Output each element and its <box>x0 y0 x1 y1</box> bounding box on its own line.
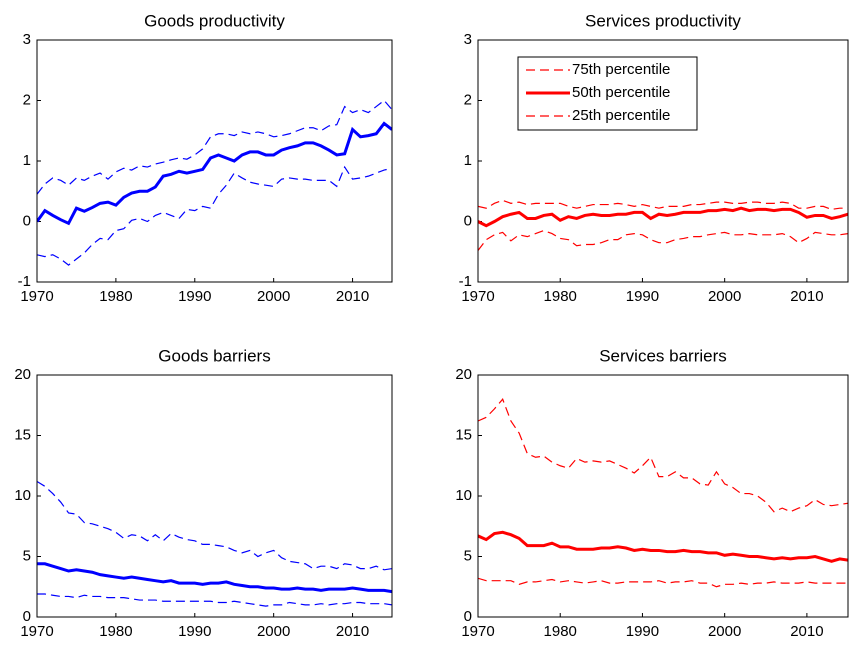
y-tick-label: 0 <box>464 608 472 625</box>
x-tick-label: 2010 <box>336 623 369 640</box>
y-tick-label: 15 <box>14 426 31 443</box>
y-tick-label: -1 <box>18 273 31 290</box>
x-tick-label: 1990 <box>178 623 211 640</box>
x-tick-label: 1990 <box>626 288 659 305</box>
series-line <box>37 593 392 607</box>
axes-box <box>36 39 393 283</box>
y-tick-label: 1 <box>23 152 31 169</box>
series-line <box>37 480 392 571</box>
series-line <box>478 577 848 588</box>
y-tick-label: 1 <box>464 152 472 169</box>
y-tick-label: 20 <box>455 366 472 383</box>
y-tick-label: 0 <box>23 212 31 229</box>
y-tick-label: 10 <box>455 487 472 504</box>
y-tick-label: 2 <box>23 91 31 108</box>
series-line <box>478 398 848 513</box>
y-tick-label: 3 <box>464 31 472 48</box>
axes-box <box>36 374 393 618</box>
chart-title: Goods barriers <box>158 346 270 365</box>
x-tick-label: 2000 <box>708 623 741 640</box>
series-line <box>37 121 392 226</box>
series-line <box>37 562 392 594</box>
x-tick-label: 2010 <box>790 623 823 640</box>
series-line <box>478 530 848 563</box>
legend-label: 50th percentile <box>572 84 670 101</box>
chart-title: Goods productivity <box>144 11 285 30</box>
axes-box <box>477 39 849 283</box>
series-line <box>478 229 848 251</box>
x-tick-label: 1970 <box>461 288 494 305</box>
chart-title: Services productivity <box>585 11 741 30</box>
x-tick-label: 1990 <box>626 623 659 640</box>
y-tick-label: -1 <box>459 273 472 290</box>
x-tick-label: 1980 <box>544 623 577 640</box>
legend-label: 75th percentile <box>572 61 670 78</box>
series-line <box>37 165 392 266</box>
x-tick-label: 1980 <box>99 288 132 305</box>
chart-title: Services barriers <box>599 346 727 365</box>
series-line <box>478 199 848 211</box>
x-tick-label: 1970 <box>20 623 53 640</box>
axes-box <box>477 374 849 618</box>
y-tick-label: 10 <box>14 487 31 504</box>
y-tick-label: 0 <box>23 608 31 625</box>
x-tick-label: 1970 <box>461 623 494 640</box>
y-tick-label: 15 <box>455 426 472 443</box>
x-tick-label: 1980 <box>99 623 132 640</box>
y-tick-label: 2 <box>464 91 472 108</box>
x-tick-label: 2000 <box>257 623 290 640</box>
x-tick-label: 1990 <box>178 288 211 305</box>
series-line <box>478 206 848 228</box>
x-tick-label: 1980 <box>544 288 577 305</box>
series-line <box>37 99 392 195</box>
legend-label: 25th percentile <box>572 107 670 124</box>
y-tick-label: 0 <box>464 212 472 229</box>
x-tick-label: 2010 <box>336 288 369 305</box>
y-tick-label: 5 <box>23 547 31 564</box>
x-tick-label: 2000 <box>257 288 290 305</box>
x-tick-label: 2000 <box>708 288 741 305</box>
x-tick-label: 1970 <box>20 288 53 305</box>
x-tick-label: 2010 <box>790 288 823 305</box>
y-tick-label: 3 <box>23 31 31 48</box>
y-tick-label: 20 <box>14 366 31 383</box>
y-tick-label: 5 <box>464 547 472 564</box>
